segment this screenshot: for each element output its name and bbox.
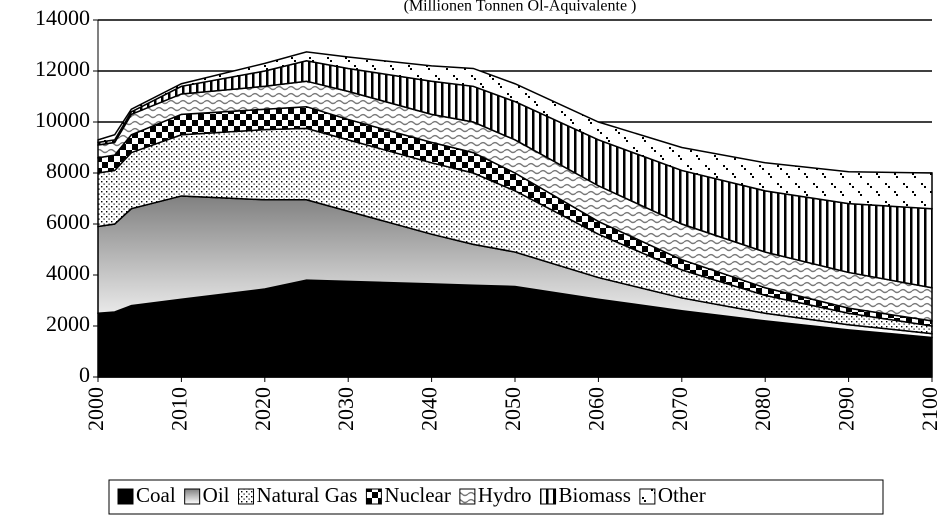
x-tick-label: 2060 [583,387,608,431]
legend-label: Hydro [478,483,532,507]
x-tick-label: 2040 [417,387,442,431]
legend-label: Oil [203,483,230,507]
y-tick-label: 8000 [46,158,90,183]
x-tick-label: 2000 [83,387,108,431]
x-tick-label: 2050 [500,387,525,431]
legend-swatch [184,488,201,505]
x-tick-label: 2010 [166,387,191,431]
legend-box [108,479,884,515]
legend-swatch [639,488,656,505]
legend-label: Natural Gas [257,483,358,507]
x-tick-label: 2030 [333,387,358,431]
legend-label: Biomass [559,483,631,507]
y-tick-label: 12000 [35,56,90,81]
y-tick-label: 4000 [46,260,90,285]
y-tick-label: 2000 [46,311,90,336]
x-tick-label: 2020 [250,387,275,431]
y-tick-label: 6000 [46,209,90,234]
x-tick-label: 2100 [917,387,942,431]
y-tick-label: 10000 [35,107,90,132]
legend-swatch [238,488,255,505]
legend-label: Nuclear [384,483,450,507]
y-tick-label: 0 [79,362,90,387]
y-tick-label: 14000 [35,5,90,30]
legend-label: Other [658,483,706,507]
x-tick-label: 2080 [750,387,775,431]
x-tick-label: 2070 [667,387,692,431]
legend-swatch [117,488,134,505]
area [97,51,933,210]
legend-label: Coal [136,483,176,507]
legend-swatch [459,488,476,505]
legend-swatch [540,488,557,505]
x-tick-label: 2090 [834,387,859,431]
chart-title: (Millionen Tonnen Öl-Äquivalente ) [404,0,637,15]
legend-swatch [365,488,382,505]
